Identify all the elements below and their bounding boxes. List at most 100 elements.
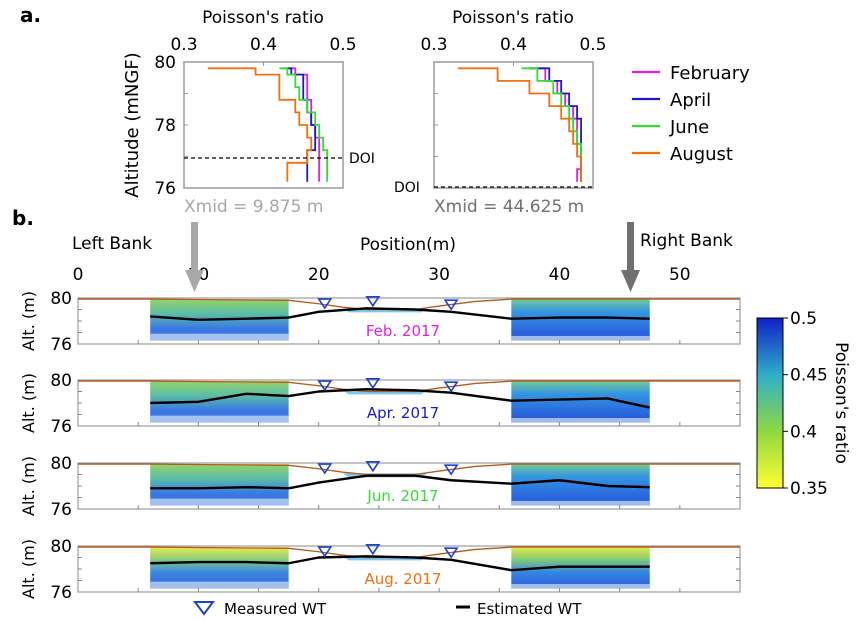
- section-ylabel: Alt. (m): [19, 456, 38, 516]
- profile-left-chart: Poisson's ratio 0.3 0.4 0.5 80 78 76 Altitud…: [122, 8, 375, 217]
- colorbar-tick-label: 0.45: [790, 366, 828, 386]
- position-xlabel: Position(m): [360, 235, 456, 255]
- profile-left-series-june: [279, 67, 328, 182]
- profile-legend: February April June August: [632, 63, 750, 165]
- position-xtick-label: 30: [428, 265, 450, 285]
- estimated-wt-line: [150, 555, 650, 572]
- profile-right-yticks: [434, 61, 438, 189]
- panel-b-label: b.: [12, 206, 34, 230]
- left-bank-bottom-band: [150, 581, 289, 589]
- profile-left-xlabel: Poisson's ratio: [202, 8, 324, 28]
- xmid-right-arrow: [621, 222, 640, 292]
- estimated-wt-line: [150, 307, 650, 322]
- section-date-label: Jun. 2017: [366, 487, 438, 505]
- colorbar-tick-label: 0.4: [790, 422, 817, 442]
- measured-wt-marker: [317, 380, 333, 392]
- measured-wt-marker: [317, 546, 333, 558]
- profile-left-ytick-label: 76: [154, 179, 176, 199]
- right-bank-bottom-band: [511, 583, 650, 589]
- colorbar-ticks: 0.5 0.45 0.4 0.35: [783, 309, 828, 499]
- right-bank-bottom-band: [511, 335, 650, 341]
- position-xtick-label: 0: [73, 265, 84, 285]
- legend-label-august: August: [670, 144, 733, 165]
- profile-right-xlabel: Poisson's ratio: [452, 8, 574, 28]
- xmid-left-label: Xmid = 9.875 m: [184, 197, 323, 217]
- position-xticks: 01020304050: [73, 265, 691, 285]
- section-date-label: Feb. 2017: [366, 322, 440, 340]
- profile-right-xtick-label: 0.4: [500, 35, 527, 55]
- profile-right-series: [457, 67, 582, 182]
- colorbar-gradient: [756, 317, 784, 489]
- position-xtick-label: 50: [669, 265, 691, 285]
- measured-wt-marker: [365, 295, 381, 308]
- section-panels: 80 76 Alt. (m) Feb. 2017 80 76 Alt. (m) Apr. 20…: [19, 289, 741, 603]
- legend-label-april: April: [670, 90, 711, 111]
- measured-wt-marker: [443, 547, 459, 559]
- profile-left-xticks: 0.3 0.4 0.5: [170, 35, 357, 66]
- position-xtick-label: 20: [308, 265, 330, 285]
- profile-right-series-june: [521, 67, 582, 182]
- estimated-wt-line: [150, 474, 650, 490]
- right-bank-block: [511, 464, 650, 506]
- section-panel: 80 76 Alt. (m) Apr. 2017: [19, 371, 741, 437]
- right-bank-block: [511, 299, 650, 341]
- colorbar: 0.5 0.45 0.4 0.35 Poisson's ratio: [756, 309, 851, 499]
- section-panel: 80 76 Alt. (m) Feb. 2017: [19, 289, 741, 355]
- section-ytick-label: 76: [50, 335, 72, 355]
- wt-legend: Measured WT Estimated WT: [193, 600, 582, 618]
- estimated-wt-legend-label: Estimated WT: [477, 600, 582, 618]
- colorbar-tick-label: 0.35: [790, 479, 828, 499]
- left-bank-bottom-band: [150, 415, 289, 423]
- profile-right-xtick-label: 0.3: [420, 35, 447, 55]
- measured-wt-legend-icon: [193, 601, 215, 616]
- position-xtick-label: 40: [549, 265, 571, 285]
- profile-left-xtick-label: 0.4: [250, 35, 277, 55]
- left-bank-bottom-band: [150, 498, 289, 506]
- measured-wt-marker: [443, 464, 459, 476]
- profile-left-xtick-label: 0.5: [329, 35, 356, 55]
- section-ytick-label: 76: [50, 583, 72, 603]
- measured-wt-marker: [365, 377, 381, 390]
- panel-a-label: a.: [20, 3, 41, 27]
- section-ylabel: Alt. (m): [19, 373, 38, 433]
- section-ytick-label: 80: [50, 289, 72, 309]
- measured-wt-legend-label: Measured WT: [224, 600, 327, 618]
- section-ytick-label: 76: [50, 417, 72, 437]
- profile-ylabel: Altitude (mNGF): [122, 52, 143, 197]
- section-ytick-label: 80: [50, 371, 72, 391]
- measured-wt-marker: [317, 463, 333, 475]
- section-ytick-label: 80: [50, 454, 72, 474]
- profile-left-xtick-label: 0.3: [170, 35, 197, 55]
- profile-right-xticks: 0.3 0.4 0.5: [420, 35, 607, 66]
- right-bank-label: Right Bank: [640, 231, 733, 251]
- right-bank-bottom-band: [511, 500, 650, 506]
- measured-wt-marker: [443, 381, 459, 393]
- profile-left-ytick-label: 80: [154, 53, 176, 73]
- legend-label-february: February: [670, 63, 750, 84]
- measured-wt-marker: [317, 298, 333, 310]
- profile-left-series: [207, 67, 328, 182]
- measured-wt-marker: [365, 543, 381, 556]
- profile-right-series-august: [457, 67, 582, 182]
- measured-wt-marker: [443, 299, 459, 311]
- profile-left-yticks: 80 78 76: [154, 53, 188, 199]
- colorbar-tick-label: 0.5: [790, 309, 817, 329]
- left-bank-label: Left Bank: [72, 234, 152, 254]
- topography-line: [78, 380, 740, 393]
- profile-left-doi-label: DOI: [349, 151, 375, 167]
- profile-left-ytick-label: 78: [154, 116, 176, 136]
- profile-right-chart: Poisson's ratio 0.3 0.4 0.5 DOI Xmid = 44.…: [394, 8, 607, 217]
- profile-right-doi-label: DOI: [394, 180, 420, 196]
- measured-wt-marker: [365, 460, 381, 473]
- section-ylabel: Alt. (m): [19, 291, 38, 351]
- right-bank-bottom-band: [511, 417, 650, 423]
- section-ytick-label: 76: [50, 500, 72, 520]
- colorbar-label: Poisson's ratio: [831, 342, 851, 464]
- left-bank-bottom-band: [150, 333, 289, 341]
- xmid-right-label: Xmid = 44.625 m: [434, 197, 584, 217]
- section-date-label: Apr. 2017: [367, 404, 439, 422]
- section-panel: 80 76 Alt. (m) Jun. 2017: [19, 454, 741, 520]
- section-date-label: Aug. 2017: [364, 570, 441, 588]
- profile-left-series-august: [207, 67, 313, 182]
